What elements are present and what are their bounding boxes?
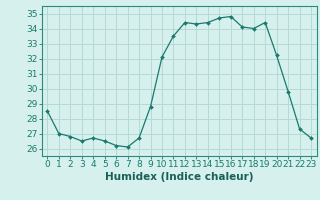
X-axis label: Humidex (Indice chaleur): Humidex (Indice chaleur) bbox=[105, 172, 253, 182]
